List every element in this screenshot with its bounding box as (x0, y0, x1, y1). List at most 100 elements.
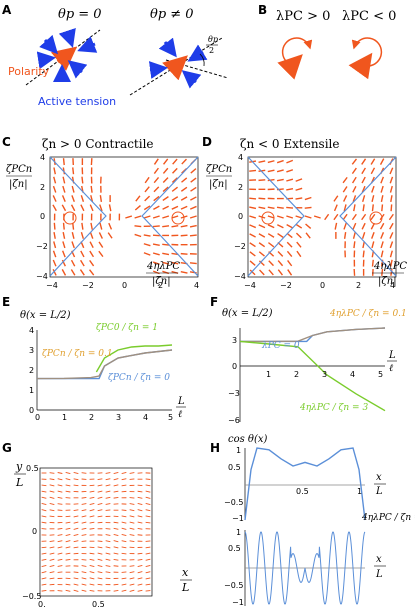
quiver-arrow (61, 195, 66, 202)
svg-text:0.: 0. (38, 600, 46, 609)
quiver-arrow (249, 169, 257, 172)
quiver-arrow (80, 259, 85, 267)
panel-f-plot (239, 327, 386, 412)
panel-a-left-diagram (25, 27, 101, 86)
panel-d-yticks: 4 2 0 −2 −4 (234, 153, 246, 281)
quiver-arrow (113, 521, 119, 524)
quiver-arrow (171, 261, 179, 265)
svg-text:0: 0 (29, 406, 34, 415)
quiver-arrow (73, 589, 79, 592)
quiver-arrow (49, 564, 55, 568)
panel-c-yticks: 4 2 0 −2 −4 (36, 153, 48, 281)
quiver-arrow (295, 178, 303, 182)
svg-text:−0.5: −0.5 (224, 498, 243, 507)
quiver-arrow (49, 472, 55, 474)
quiver-arrow (333, 195, 339, 202)
quiver-arrow (145, 478, 151, 480)
angle-label-den: 2 (209, 46, 214, 55)
quiver-arrow (342, 186, 348, 193)
quiver-arrow (49, 558, 55, 561)
quiver-arrow (380, 195, 384, 203)
svg-text:0: 0 (320, 281, 325, 290)
svg-text:−1: −1 (232, 598, 244, 607)
svg-text:0.5: 0.5 (228, 463, 241, 472)
quiver-arrow (121, 540, 127, 543)
quiver-arrow (145, 552, 151, 555)
quiver-arrow (90, 185, 93, 193)
quiver-arrow (343, 204, 347, 212)
quiver-arrow (53, 222, 56, 230)
quiver-arrow (89, 558, 95, 561)
quiver-arrow (65, 471, 71, 475)
panel-g-xticks: 0. 0.5 (38, 600, 105, 609)
quiver-arrow (277, 224, 284, 229)
svg-text:−4: −4 (46, 281, 58, 290)
quiver-arrow (121, 471, 127, 475)
quiver-arrow (81, 509, 87, 512)
svg-text:2: 2 (238, 183, 243, 192)
quiver-arrow (287, 269, 293, 276)
quiver-arrow (190, 196, 197, 201)
quiver-arrow (267, 160, 275, 164)
quiver-arrow (41, 590, 47, 592)
quiver-arrow (286, 215, 294, 219)
quiver-arrow (70, 269, 76, 276)
panel-a-title-left: θp = 0 (58, 7, 102, 22)
panel-g-ylabel-num: y (15, 460, 23, 473)
quiver-arrow (171, 186, 178, 192)
svg-text:4: 4 (350, 370, 355, 379)
quiver-arrow (129, 503, 135, 505)
quiver-arrow (73, 521, 79, 524)
quiver-arrow (190, 177, 197, 183)
svg-text:0: 0 (32, 527, 37, 536)
quiver-arrow (277, 269, 284, 276)
quiver-arrow (73, 478, 79, 481)
quiver-arrow (81, 583, 87, 586)
panel-e-xlabel-num: L (177, 396, 185, 407)
quiver-arrow (153, 177, 160, 184)
quiver-arrow (80, 250, 85, 258)
quiver-arrow (81, 503, 87, 505)
svg-text:2: 2 (356, 281, 361, 290)
quiver-arrow (97, 490, 103, 493)
panel-f-annotation-blue: λPC = 0 (261, 341, 300, 351)
quiver-arrow (49, 503, 55, 505)
quiver-arrow (57, 565, 63, 567)
quiver-arrow (81, 589, 87, 592)
quiver-arrow (145, 577, 151, 580)
quiver-arrow (62, 231, 66, 239)
panel-d-xticks: −4 −2 0 2 4 (244, 281, 395, 290)
quiver-arrow (259, 269, 265, 276)
quiver-arrow (390, 268, 393, 276)
panel-d-boundary-right (339, 156, 397, 277)
quiver-arrow (134, 205, 141, 211)
quiver-arrow (129, 509, 135, 512)
quiver-arrow (88, 269, 95, 276)
quiver-arrow (333, 213, 339, 221)
quiver-arrow (89, 496, 95, 499)
quiver-arrow (80, 195, 85, 202)
svg-text:0.5: 0.5 (296, 487, 309, 496)
svg-text:4: 4 (238, 153, 243, 162)
quiver-arrow (295, 187, 303, 191)
svg-text:4: 4 (29, 326, 34, 335)
quiver-arrow (61, 204, 67, 212)
quiver-arrow (81, 515, 87, 518)
quiver-arrow (57, 528, 63, 530)
panel-d-ylabel-den: |ζn| (209, 179, 228, 190)
quiver-arrow (380, 176, 385, 184)
quiver-arrow (286, 250, 293, 257)
panel-label-h: H (210, 441, 220, 455)
quiver-arrow (135, 195, 141, 202)
panel-h-top-plot (244, 447, 366, 521)
angle-label-num: θp (208, 35, 218, 44)
quiver-arrow (333, 204, 338, 212)
quiver-arrow (267, 169, 275, 173)
quiver-arrow (41, 546, 47, 549)
panel-e-yticks: 0 1 2 3 4 (29, 326, 34, 415)
quiver-arrow (277, 260, 284, 267)
quiver-arrow (287, 260, 293, 267)
quiver-arrow (143, 234, 151, 237)
quiver-arrow (304, 215, 312, 219)
panel-h-bottom-xlabel-num: x (376, 554, 382, 565)
